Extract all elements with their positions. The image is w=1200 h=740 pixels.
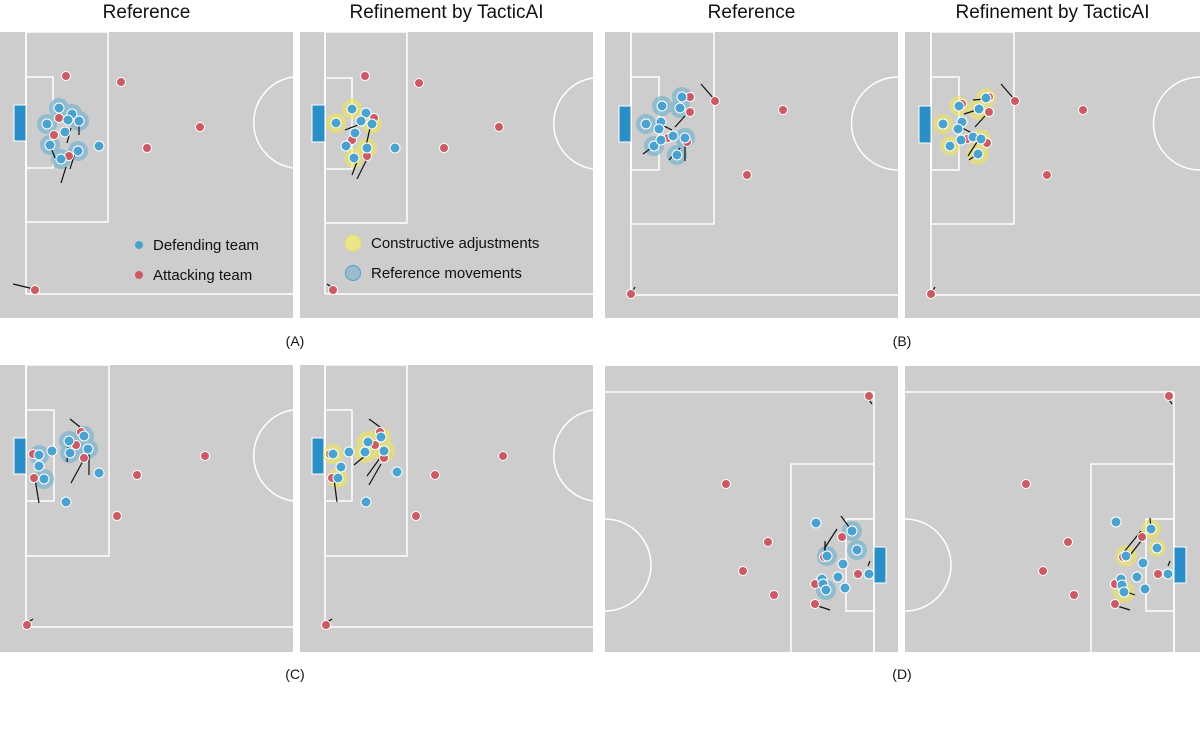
goal-icon	[13, 437, 27, 475]
pitch-diagram	[13, 365, 293, 630]
pitch-panel-d-reference	[605, 366, 898, 652]
caption-a: (A)	[285, 333, 305, 349]
legend-item-attacking: Attacking team	[135, 260, 259, 290]
pitch-diagram	[618, 32, 898, 299]
legend-item-defending: Defending team	[135, 230, 259, 260]
column-title-refinement-left: Refinement by TacticAI	[349, 2, 544, 23]
pitch-panel-b-refinement	[905, 32, 1200, 318]
pitch-panel-b-reference	[605, 32, 898, 318]
pitch-panel-d-refinement	[905, 366, 1200, 652]
pitch-panel-c-reference	[0, 365, 293, 652]
legend-label-constructive: Constructive adjustments	[371, 234, 540, 252]
pitch-panel-a-reference: Defending team Attacking team	[0, 32, 293, 318]
legend-item-constructive: Constructive adjustments	[345, 228, 539, 258]
pitch-diagram	[12, 32, 293, 295]
column-title-reference-right: Reference	[707, 2, 796, 23]
pitch-diagram	[605, 391, 887, 652]
caption-d: (D)	[892, 666, 912, 682]
pitch-diagram	[905, 391, 1187, 652]
pitch-panel-c-refinement	[300, 365, 593, 652]
legend-label-attacking: Attacking team	[153, 266, 253, 284]
defending-dot-icon	[135, 241, 143, 249]
caption-c: (C)	[285, 666, 305, 682]
legend-label-defending: Defending team	[153, 236, 259, 254]
goal-icon	[311, 104, 326, 143]
legend-item-reference: Reference movements	[345, 258, 539, 288]
caption-b: (B)	[892, 333, 912, 349]
pitch-diagram	[311, 32, 593, 295]
column-title-refinement-right: Refinement by TacticAI	[955, 2, 1150, 23]
pitch-panel-a-refinement: Constructive adjustments Reference movem…	[300, 32, 593, 318]
attacking-dot-icon	[135, 271, 143, 279]
constructive-circle-icon	[345, 235, 361, 251]
reference-circle-icon	[345, 265, 361, 281]
legend-movements: Constructive adjustments Reference movem…	[345, 228, 539, 288]
pitch-diagram	[311, 365, 593, 630]
goal-icon	[1173, 546, 1187, 584]
pitch-diagram	[918, 32, 1200, 299]
legend-label-reference: Reference movements	[371, 264, 522, 282]
goal-icon	[311, 437, 325, 475]
goal-icon	[918, 105, 932, 144]
goal-icon	[13, 104, 27, 142]
goal-icon	[873, 546, 887, 584]
goal-icon	[618, 105, 632, 143]
legend-teams: Defending team Attacking team	[135, 230, 259, 290]
column-title-reference-left: Reference	[102, 2, 191, 23]
